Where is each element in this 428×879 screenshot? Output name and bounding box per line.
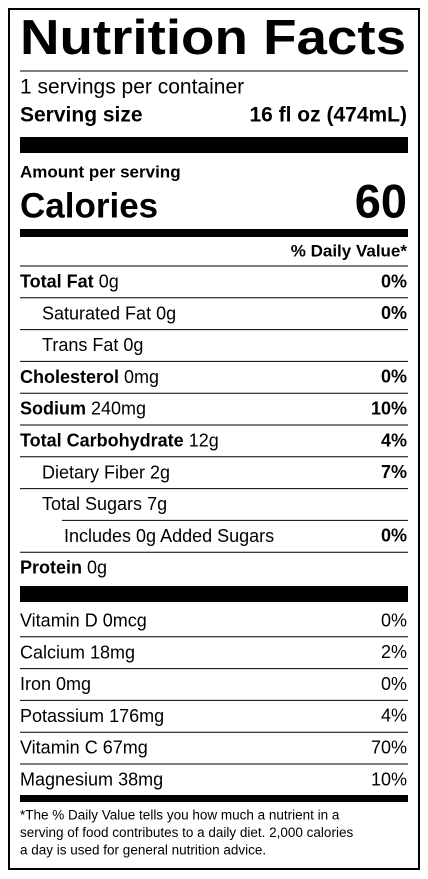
- nutrient-name: Sodium: [20, 398, 86, 418]
- medium-bar: [20, 795, 408, 802]
- nutrient-text: Iron 0mg: [20, 674, 91, 694]
- nutrient-name: Cholesterol: [20, 367, 119, 387]
- daily-value: 7%: [381, 462, 407, 482]
- daily-value: 4%: [381, 706, 407, 726]
- nutrient-name: Total Sugars: [42, 494, 142, 514]
- nutrient-amount: 0mg: [124, 367, 159, 387]
- servings: 1 servings per container: [20, 76, 244, 99]
- nutrient-name: Total Carbohydrate: [20, 430, 184, 450]
- nutrient-text: Sodium 240mg: [20, 398, 146, 418]
- nutrient-text: Cholesterol 0mg: [20, 367, 159, 387]
- nutrient-amount: 67mg: [103, 737, 148, 757]
- thick-bar: [20, 586, 408, 602]
- daily-value: 0%: [381, 367, 407, 387]
- nutrient-name: Vitamin C: [20, 737, 98, 757]
- nutrient-amount: 18mg: [90, 642, 135, 662]
- nutrient-amount: 0g: [156, 303, 176, 323]
- nutrient-amount: 0g: [123, 335, 143, 355]
- nutrient-name: Total Fat: [20, 271, 94, 291]
- serving-size-value: 16 fl oz (474mL): [249, 104, 407, 127]
- nutrient-text: Trans Fat 0g: [42, 335, 143, 355]
- daily-value: 0%: [381, 271, 407, 291]
- nutrient-name: Saturated Fat: [42, 303, 151, 323]
- nutrient-text: Total Carbohydrate 12g: [20, 430, 219, 450]
- nutrient-name: Includes 0g Added Sugars: [64, 526, 274, 546]
- nutrient-name: Potassium: [20, 706, 104, 726]
- nutrient-amount: 0mcg: [103, 610, 147, 630]
- nutrient-name: Magnesium: [20, 769, 113, 789]
- nutrient-name: Dietary Fiber: [42, 462, 145, 482]
- footnote-line: serving of food contributes to a daily d…: [20, 825, 353, 840]
- footnote-line: a day is used for general nutrition advi…: [20, 843, 266, 858]
- daily-value: 4%: [381, 430, 407, 450]
- nutrient-text: Potassium 176mg: [20, 706, 164, 726]
- nutrient-text: Saturated Fat 0g: [42, 303, 176, 323]
- daily-value: 0%: [381, 526, 407, 546]
- nutrient-amount: 12g: [189, 430, 219, 450]
- nutrient-amount: 0g: [99, 271, 119, 291]
- nutrient-amount: 240mg: [91, 398, 146, 418]
- amount-per-serving: Amount per serving: [20, 162, 181, 181]
- daily-value: 2%: [381, 642, 407, 662]
- nutrient-text: Calcium 18mg: [20, 642, 135, 662]
- nutrient-text: Protein 0g: [20, 557, 107, 577]
- nutrient-text: Vitamin C 67mg: [20, 737, 148, 757]
- nutrient-text: Dietary Fiber 2g: [42, 462, 170, 482]
- daily-value: 70%: [371, 737, 407, 757]
- daily-value: 0%: [381, 674, 407, 694]
- nutrient-name: Iron: [20, 674, 51, 694]
- nutrient-name: Protein: [20, 557, 82, 577]
- calories-label: Calories: [20, 186, 158, 225]
- nutrient-amount: 0g: [87, 557, 107, 577]
- nutrient-name: Calcium: [20, 642, 85, 662]
- daily-value-header: % Daily Value*: [291, 241, 408, 260]
- nutrient-text: Total Fat 0g: [20, 271, 119, 291]
- nutrient-text: Vitamin D 0mcg: [20, 610, 147, 630]
- nutrient-amount: 7g: [147, 494, 167, 514]
- nutrient-text: Total Sugars 7g: [42, 494, 167, 514]
- daily-value: 0%: [381, 303, 407, 323]
- daily-value: 0%: [381, 610, 407, 630]
- serving-size-label: Serving size: [20, 104, 143, 127]
- nutrient-amount: 176mg: [109, 706, 164, 726]
- medium-bar: [20, 229, 408, 237]
- daily-value: 10%: [371, 769, 407, 789]
- thick-bar: [20, 137, 408, 153]
- title: Nutrition Facts: [20, 11, 406, 65]
- nutrient-amount: 0mg: [56, 674, 91, 694]
- nutrient-name: Trans Fat: [42, 335, 118, 355]
- daily-value: 10%: [371, 398, 407, 418]
- nutrient-text: Includes 0g Added Sugars: [64, 526, 274, 546]
- calories-value: 60: [355, 174, 407, 227]
- nutrient-text: Magnesium 38mg: [20, 769, 163, 789]
- nutrient-amount: 38mg: [118, 769, 163, 789]
- footnote-line: *The % Daily Value tells you how much a …: [20, 808, 340, 823]
- nutrient-amount: 2g: [150, 462, 170, 482]
- nutrient-name: Vitamin D: [20, 610, 98, 630]
